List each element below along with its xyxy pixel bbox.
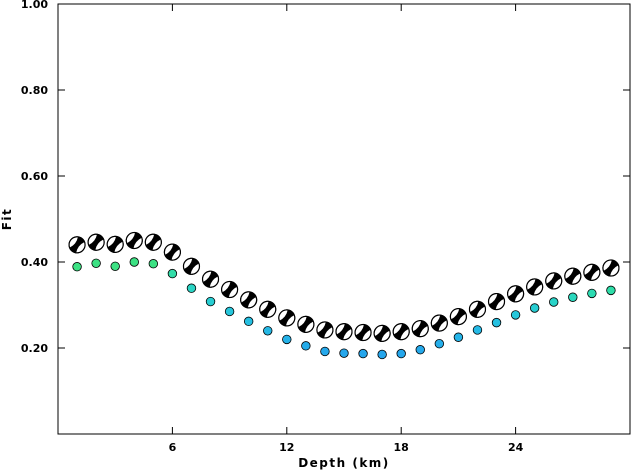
x-tick-label: 18 (394, 441, 409, 454)
mechanism-point (297, 315, 315, 333)
circle-point (587, 288, 597, 299)
circle-point (396, 348, 406, 359)
circle-point (339, 348, 349, 358)
mechanism-point (583, 263, 601, 281)
mechanism-series (68, 231, 620, 342)
circle-point (263, 326, 273, 336)
circle-point (110, 261, 120, 272)
mechanism-point (106, 235, 124, 253)
mechanism-point (201, 270, 220, 288)
mechanism-point (144, 233, 162, 251)
x-axis-title: Depth (km) (298, 456, 390, 470)
mechanism-point (373, 324, 391, 342)
circle-point (510, 310, 521, 320)
mechanism-point (545, 272, 563, 290)
circle-point (167, 268, 178, 279)
circle-point (529, 303, 540, 313)
circle-point (453, 332, 464, 342)
circle-point (243, 316, 254, 327)
mechanism-point (468, 300, 487, 318)
mechanism-point (316, 321, 334, 339)
mechanism-point (392, 323, 410, 341)
mechanism-point (506, 285, 525, 303)
circle-point (568, 292, 578, 302)
y-tick-label: 0.20 (21, 342, 48, 355)
mechanism-point (411, 320, 429, 338)
mechanism-point (259, 300, 277, 318)
y-axis: 0.20 0.40 0.60 0.80 1.00 (21, 0, 630, 355)
circle-point (282, 334, 292, 345)
mechanism-point (182, 257, 201, 275)
mechanism-point (526, 278, 544, 296)
circle-point (358, 348, 368, 359)
mechanism-point (240, 291, 258, 309)
x-axis: 6 12 18 24 (169, 4, 524, 454)
mechanism-point (125, 231, 143, 250)
circle-point (129, 257, 139, 267)
x-tick-label: 12 (279, 441, 294, 454)
x-tick-label: 6 (169, 441, 177, 454)
mechanism-point (87, 233, 105, 251)
circle-point (472, 325, 483, 335)
circle-point (205, 296, 216, 307)
y-tick-label: 1.00 (21, 0, 48, 11)
mechanism-point (354, 323, 372, 342)
mechanism-point (278, 309, 296, 327)
plot-frame (57, 3, 631, 435)
circle-point (72, 262, 82, 272)
mechanism-point (487, 292, 506, 311)
circle-point (301, 341, 311, 351)
mechanism-point (564, 267, 582, 285)
mechanism-point (430, 314, 448, 332)
circle-point (415, 345, 425, 355)
mechanism-point (221, 280, 239, 299)
mechanism-point (602, 259, 620, 277)
circle-point (606, 285, 616, 296)
circle-point (91, 258, 101, 268)
circle-point (186, 283, 197, 293)
y-tick-label: 0.80 (21, 84, 48, 97)
mechanism-point (449, 308, 467, 326)
y-tick-label: 0.60 (21, 170, 48, 183)
data-series (68, 231, 620, 360)
circle-point (491, 317, 502, 328)
circle-point (434, 339, 445, 349)
mechanism-point (68, 236, 86, 254)
mechanism-point (163, 243, 181, 261)
circle-point (224, 306, 235, 317)
mechanism-point (335, 323, 353, 341)
y-axis-title: Fit (0, 208, 14, 231)
circle-point (320, 346, 330, 357)
circle-point (148, 259, 159, 269)
circle-series (72, 257, 616, 360)
circle-point (549, 297, 559, 307)
circle-point (377, 349, 387, 360)
x-tick-label: 24 (508, 441, 524, 454)
y-tick-label: 0.40 (21, 256, 48, 269)
